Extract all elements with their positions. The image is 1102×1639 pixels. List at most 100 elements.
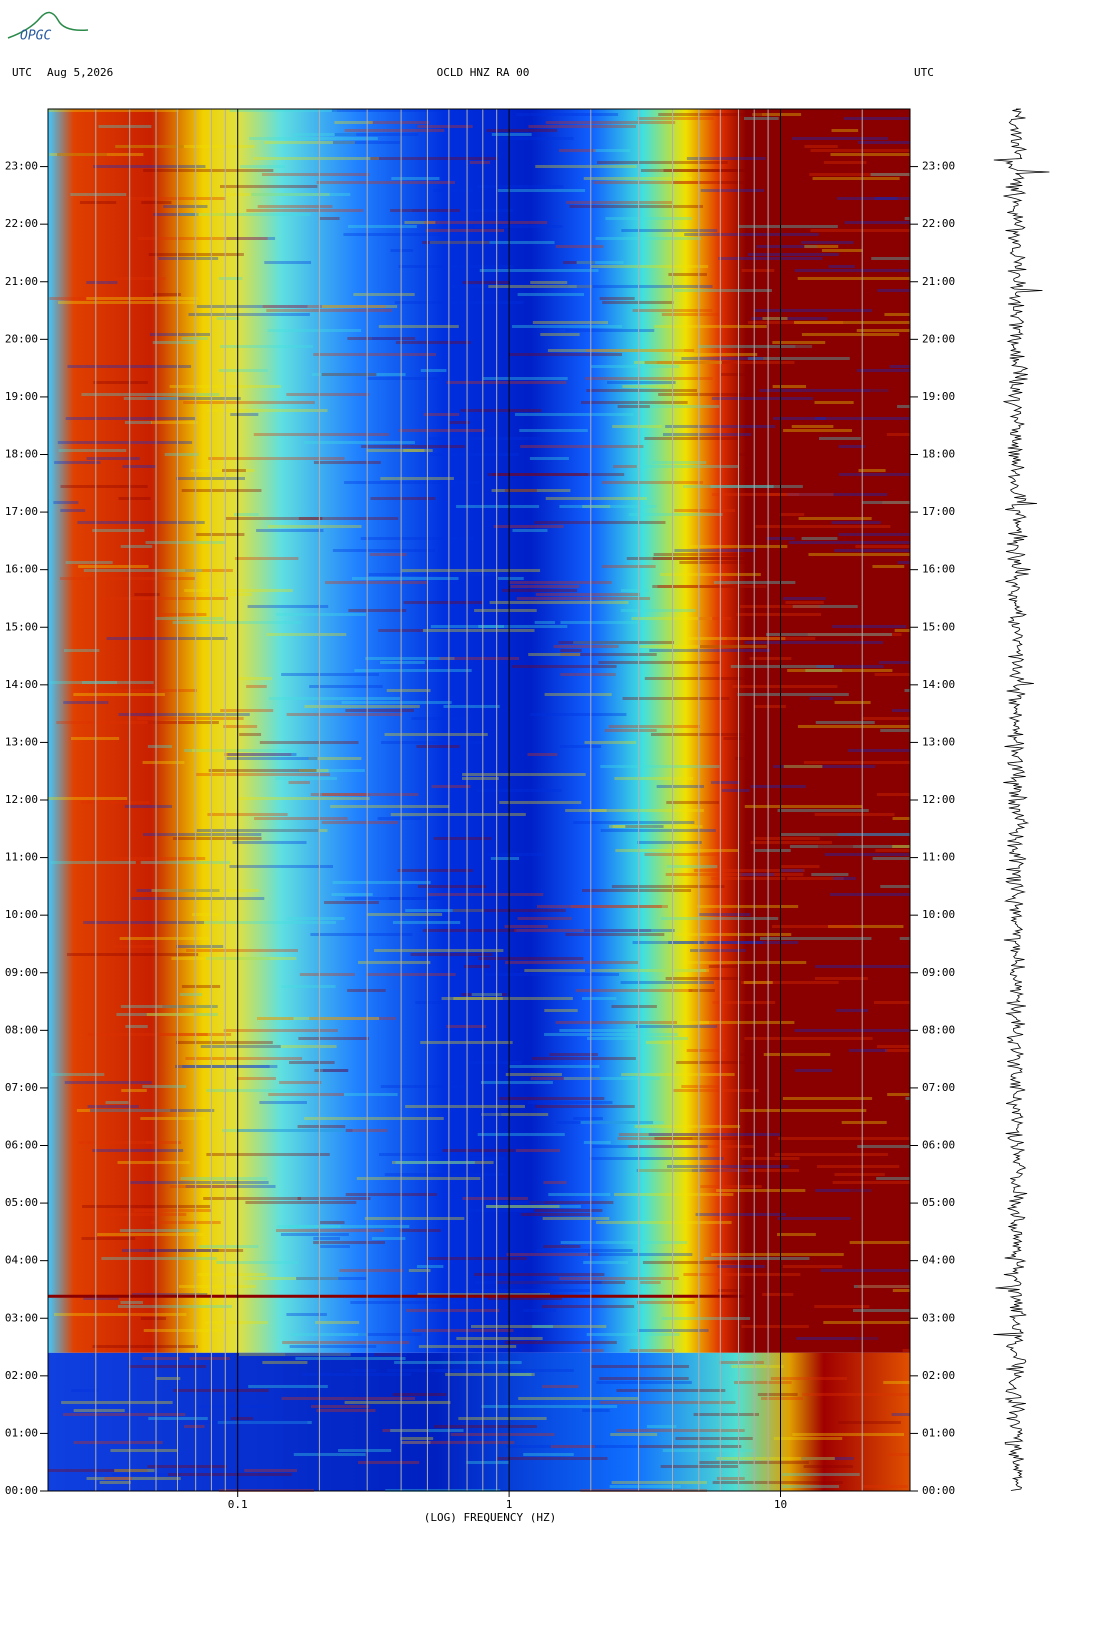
texture (888, 233, 910, 236)
y-tick-label: 17:00 (922, 505, 955, 518)
texture (152, 341, 198, 344)
texture (648, 1133, 781, 1136)
texture (595, 237, 701, 240)
texture (222, 193, 330, 196)
y-tick-label: 10:00 (5, 908, 38, 921)
texture (849, 1189, 871, 1192)
texture (353, 293, 415, 296)
texture (869, 677, 910, 680)
texture (683, 1273, 801, 1276)
texture (816, 1165, 900, 1168)
texture (120, 1005, 218, 1008)
texture (661, 313, 721, 316)
texture (730, 665, 834, 668)
seismogram (993, 108, 1050, 1491)
texture (411, 717, 471, 720)
x-axis-label: (LOG) FREQUENCY (HZ) (424, 1511, 556, 1524)
texture (640, 1281, 661, 1284)
texture (339, 1269, 404, 1272)
texture (123, 397, 179, 400)
texture (366, 913, 443, 916)
texture (171, 957, 297, 960)
texture (848, 1049, 888, 1052)
y-tick-label: 09:00 (922, 966, 955, 979)
texture (99, 1481, 131, 1484)
texture (663, 169, 744, 172)
texture (267, 525, 362, 528)
texture (494, 1201, 545, 1204)
texture (739, 1109, 867, 1112)
texture (245, 1201, 357, 1204)
x-tick-label: 10 (774, 1498, 787, 1511)
texture (601, 481, 704, 484)
texture (390, 249, 414, 252)
texture (555, 1021, 678, 1024)
texture (253, 433, 390, 436)
texture (92, 1345, 198, 1348)
texture (439, 657, 520, 660)
texture (143, 1329, 228, 1332)
texture (435, 1369, 574, 1372)
texture (217, 1421, 312, 1424)
texture (581, 997, 617, 1000)
texture (92, 1149, 184, 1152)
texture (370, 157, 498, 160)
texture (79, 201, 117, 204)
texture (293, 1453, 366, 1456)
texture (344, 1401, 451, 1404)
texture (354, 669, 472, 672)
texture (286, 1313, 327, 1316)
texture (480, 1081, 553, 1084)
texture (734, 1381, 792, 1384)
texture (268, 697, 401, 700)
texture (196, 829, 319, 832)
texture (837, 833, 910, 836)
texture (136, 889, 220, 892)
texture (570, 905, 668, 908)
y-tick-label: 07:00 (5, 1081, 38, 1094)
texture (482, 377, 568, 380)
texture (422, 929, 517, 932)
texture (101, 1213, 187, 1216)
texture (206, 1089, 297, 1092)
texture (803, 1465, 853, 1468)
texture (622, 385, 670, 388)
left-label: UTC (12, 66, 32, 79)
texture (886, 433, 910, 436)
texture (147, 745, 172, 748)
texture (735, 757, 848, 760)
texture (264, 141, 355, 144)
texture (360, 537, 474, 540)
texture (602, 301, 674, 304)
texture (547, 349, 684, 352)
texture (145, 1141, 182, 1144)
texture (600, 765, 720, 768)
texture (617, 1137, 693, 1140)
texture (499, 1097, 605, 1100)
texture (673, 1089, 759, 1092)
texture (199, 1405, 271, 1408)
texture (801, 241, 854, 244)
texture (642, 1261, 760, 1264)
texture (531, 1057, 636, 1060)
texture (173, 1389, 269, 1392)
texture (556, 1121, 654, 1124)
texture (121, 1249, 219, 1252)
texture (216, 317, 240, 320)
texture (523, 1309, 557, 1312)
texture (633, 361, 722, 364)
texture (230, 413, 259, 416)
texture (674, 549, 756, 552)
texture (320, 1221, 345, 1224)
texture (517, 917, 572, 920)
texture (740, 873, 775, 876)
texture (593, 181, 718, 184)
texture (227, 753, 297, 756)
texture (514, 929, 652, 932)
texture (158, 257, 219, 260)
texture (751, 737, 826, 740)
texture (810, 229, 910, 232)
texture (773, 417, 827, 420)
texture (332, 141, 400, 144)
texture (390, 813, 526, 816)
